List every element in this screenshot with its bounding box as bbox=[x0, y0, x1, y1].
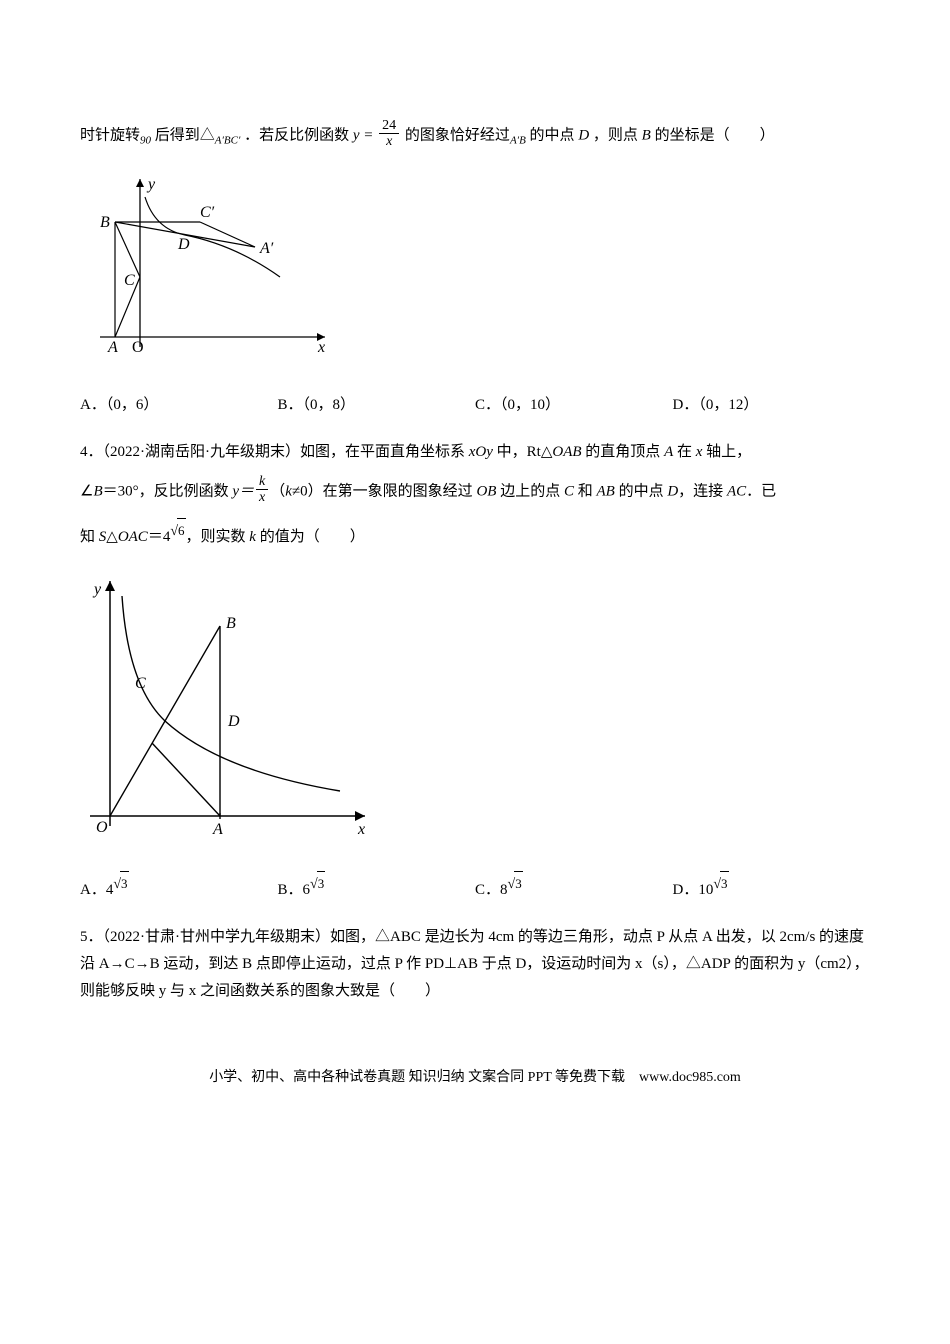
b: B bbox=[93, 483, 102, 499]
ob: OB bbox=[476, 483, 496, 499]
option-c: C．（0，10） bbox=[475, 392, 673, 419]
text: 时针旋转 bbox=[80, 127, 140, 143]
text: 和 bbox=[574, 483, 597, 499]
label-d: D bbox=[177, 236, 190, 253]
label-b: B bbox=[100, 214, 110, 231]
text: 在 bbox=[673, 444, 696, 460]
q4-line1: 4．（2022·湖南岳阳·九年级期末）如图，在平面直角坐标系 xOy 中，Rt△… bbox=[80, 439, 870, 466]
sqrt: 3 bbox=[514, 871, 523, 895]
text: 4．（2022·湖南岳阳·九年级期末）如图，在平面直角坐标系 bbox=[80, 444, 469, 460]
eq-lhs: y = bbox=[353, 127, 374, 143]
page-footer: 小学、初中、高中各种试卷真题 知识归纳 文案合同 PPT 等免费下载 www.d… bbox=[80, 1065, 870, 1090]
sub-90: 90 bbox=[140, 134, 151, 146]
denominator: x bbox=[379, 134, 399, 149]
text: 边上的点 bbox=[496, 483, 564, 499]
q3-options: A．（0，6） B．（0，8） C．（0，10） D．（0，12） bbox=[80, 392, 870, 419]
text: 的直角顶点 bbox=[582, 444, 665, 460]
text: 的值为（ ） bbox=[256, 529, 365, 545]
text: 的中点 bbox=[530, 127, 579, 143]
c: C bbox=[564, 483, 574, 499]
text: 中，Rt△ bbox=[493, 444, 552, 460]
option-d: D．（0，12） bbox=[673, 392, 871, 419]
ac: AC bbox=[727, 483, 746, 499]
point-d: D bbox=[578, 127, 589, 143]
q4-figure: y x O A B C D bbox=[80, 566, 870, 856]
label-o: O bbox=[132, 339, 144, 356]
label-c: C bbox=[124, 272, 135, 289]
text: ．已 bbox=[746, 483, 776, 499]
oab: OAB bbox=[552, 444, 581, 460]
q4-svg: y x O A B C D bbox=[80, 566, 380, 846]
label-y: y bbox=[146, 176, 156, 193]
option-b: B．6√3 bbox=[278, 871, 476, 904]
sub-abc: A′BC′ bbox=[215, 134, 241, 146]
label-a: A bbox=[212, 821, 223, 838]
option-a: A．4√3 bbox=[80, 871, 278, 904]
xoy: xOy bbox=[469, 444, 493, 460]
text: 轴上， bbox=[702, 444, 751, 460]
text: ，则实数 bbox=[186, 529, 250, 545]
q3-svg: y x O A B C C′ A′ D bbox=[80, 167, 340, 367]
sqrt: 3 bbox=[317, 871, 326, 895]
q4-options: A．4√3 B．6√3 C．8√3 D．10√3 bbox=[80, 871, 870, 904]
sqrt: 3 bbox=[720, 871, 729, 895]
option-a: A．（0，6） bbox=[80, 392, 278, 419]
text: ，则点 bbox=[593, 127, 642, 143]
text: 后得到△ bbox=[155, 127, 215, 143]
d: D bbox=[667, 483, 678, 499]
label-x: x bbox=[317, 339, 325, 356]
sqrt6: 6 bbox=[177, 518, 186, 542]
q3-stem: 时针旋转90 后得到△A′BC′ ．若反比例函数 y = 24 x 的图象恰好经… bbox=[80, 120, 870, 152]
pre: C．8 bbox=[475, 882, 508, 898]
pre: B．6 bbox=[278, 882, 311, 898]
text: ．若反比例函数 bbox=[244, 127, 349, 143]
fraction: kx bbox=[256, 474, 268, 506]
fraction: 24 x bbox=[379, 118, 399, 150]
pre: D．10 bbox=[673, 882, 714, 898]
q5-stem: 5．（2022·甘肃·甘州中学九年级期末）如图，△ABC 是边长为 4cm 的等… bbox=[80, 924, 870, 1005]
label-a: A bbox=[107, 339, 118, 356]
sqrt: 3 bbox=[120, 871, 129, 895]
k: k bbox=[285, 483, 292, 499]
eq: ＝4 bbox=[148, 529, 171, 545]
text: （ bbox=[270, 483, 285, 499]
pre: A．4 bbox=[80, 882, 113, 898]
ab: AB bbox=[596, 483, 614, 499]
label-d: D bbox=[227, 713, 240, 730]
label-x: x bbox=[357, 821, 365, 838]
point-b: B bbox=[642, 127, 651, 143]
q3-figure: y x O A B C C′ A′ D bbox=[80, 167, 870, 377]
label-b: B bbox=[226, 615, 236, 632]
text: 的中点 bbox=[615, 483, 668, 499]
text: ，连接 bbox=[678, 483, 727, 499]
q4-line3: 知 S△OAC＝4√6，则实数 k 的值为（ ） bbox=[80, 518, 870, 551]
label-cp: C′ bbox=[200, 204, 215, 221]
option-b: B．（0，8） bbox=[278, 392, 476, 419]
option-c: C．8√3 bbox=[475, 871, 673, 904]
page-content: 时针旋转90 后得到△A′BC′ ．若反比例函数 y = 24 x 的图象恰好经… bbox=[0, 0, 950, 1130]
oac: OAC bbox=[118, 529, 148, 545]
yk: y＝ bbox=[232, 483, 254, 499]
tri: △ bbox=[106, 529, 118, 545]
a: A bbox=[664, 444, 673, 460]
text: 的坐标是（ ） bbox=[655, 127, 775, 143]
label-o: O bbox=[96, 819, 108, 836]
text: ≠0）在第一象限的图象经过 bbox=[292, 483, 476, 499]
q4-line2: ∠B＝30°，反比例函数 y＝kx（k≠0）在第一象限的图象经过 OB 边上的点… bbox=[80, 476, 870, 508]
numerator: 24 bbox=[379, 118, 399, 134]
denominator: x bbox=[256, 490, 268, 505]
k: k bbox=[249, 529, 256, 545]
text: ∠ bbox=[80, 483, 93, 499]
sub-ab: A′B bbox=[510, 134, 526, 146]
label-ap: A′ bbox=[259, 240, 274, 257]
label-y: y bbox=[92, 581, 102, 598]
option-d: D．10√3 bbox=[673, 871, 871, 904]
text: 的图象恰好经过 bbox=[405, 127, 510, 143]
text: 知 bbox=[80, 529, 99, 545]
numerator: k bbox=[256, 474, 268, 490]
text: ＝30°，反比例函数 bbox=[103, 483, 233, 499]
